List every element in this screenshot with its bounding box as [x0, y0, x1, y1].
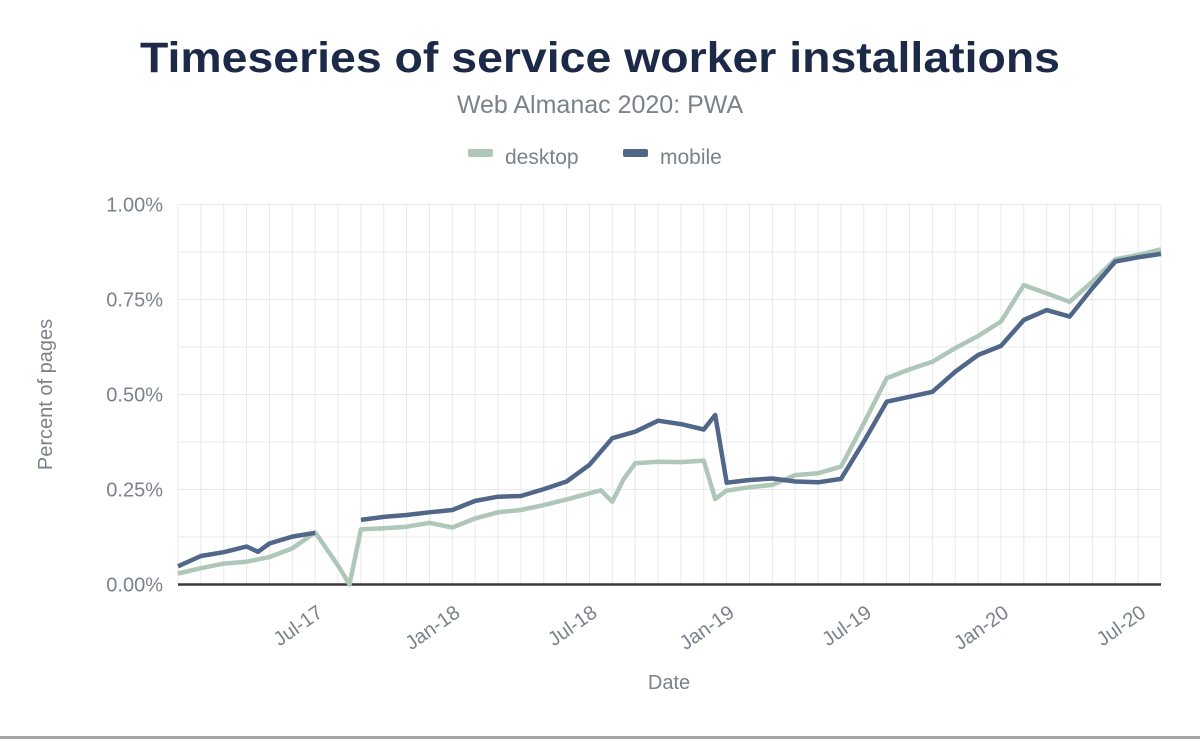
legend-label-mobile: mobile [660, 146, 722, 169]
y-axis-tick-labels: 0.00% 0.25% 0.50% 0.75% 1.00% [106, 195, 163, 597]
x-tick-label-jan-20: Jan-20 [950, 602, 1013, 655]
legend-item-desktop: desktop [468, 146, 579, 169]
legend-item-mobile: mobile [623, 146, 722, 169]
x-tick-label-jul-17: Jul-17 [270, 602, 327, 651]
series-line-mobile [177, 251, 1162, 569]
legend-swatch-mobile [623, 149, 648, 157]
y-tick-label-0.50%: 0.50% [106, 385, 163, 407]
x-axis-tick-labels: Jul-17 Jan-18 Jul-18 Jan-19 Jul-19 Jan-20 Jul-… [270, 602, 1150, 655]
y-tick-label-0.25%: 0.25% [106, 480, 163, 502]
y-tick-label-0.00%: 0.00% [106, 575, 163, 597]
x-tick-label-jul-19: Jul-19 [818, 602, 875, 651]
legend-swatch-desktop [468, 149, 493, 157]
x-axis-title: Date [648, 672, 690, 694]
x-tick-label-jan-19: Jan-19 [676, 602, 739, 655]
plot-gridlines [177, 204, 1162, 585]
y-tick-label-0.75%: 0.75% [106, 290, 163, 312]
bottom-divider [0, 736, 1200, 739]
y-axis-title: Percent of pages [35, 319, 57, 470]
x-tick-label-jul-18: Jul-18 [544, 602, 601, 651]
series-lines [177, 247, 1162, 587]
y-tick-label-1.00%: 1.00% [106, 195, 163, 217]
legend: desktop mobile [468, 146, 722, 169]
legend-label-desktop: desktop [505, 146, 579, 169]
chart-subtitle: Web Almanac 2020: PWA [457, 91, 744, 119]
x-tick-label-jan-18: Jan-18 [401, 602, 464, 655]
chart-title: Timeseries of service worker installatio… [140, 34, 1060, 82]
series-line-desktop [177, 247, 1162, 587]
x-tick-label-jul-20: Jul-20 [1093, 602, 1150, 651]
